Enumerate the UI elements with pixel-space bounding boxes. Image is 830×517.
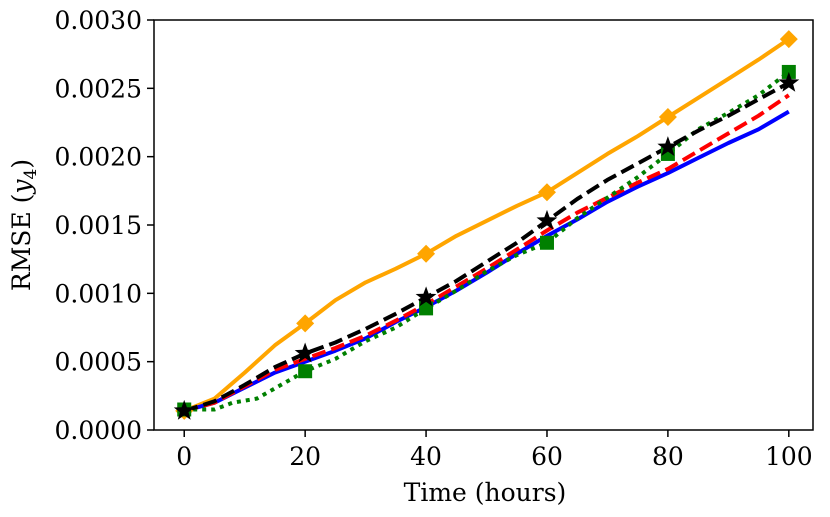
black-series-line — [183, 81, 790, 413]
marker-layer — [173, 30, 800, 420]
y-axis-label: RMSE (y4) — [7, 159, 41, 291]
black-series-marker — [294, 342, 316, 363]
orange-series-marker — [537, 183, 556, 202]
x-tick-label: 0 — [176, 442, 192, 471]
black-series-marker — [415, 286, 437, 307]
green-series-line — [184, 70, 791, 412]
plot-frame — [153, 19, 814, 431]
orange-series-marker — [779, 30, 798, 49]
x-tick-label: 60 — [531, 442, 563, 471]
black-series-marker — [778, 71, 800, 92]
x-axis-label: Time (hours) — [404, 478, 567, 507]
y-tick-label: 0.0010 — [55, 279, 142, 308]
y-tick-label: 0.0005 — [55, 348, 142, 377]
y-tick-label: 0.0030 — [55, 6, 142, 35]
orange-series-line — [183, 37, 790, 413]
x-tick-label: 40 — [410, 442, 442, 471]
orange-series-marker — [296, 314, 315, 333]
tick-labels: 0 20 40 60 80 100 0.0000 0.0005 0.0010 0.0015 0.00… — [55, 6, 813, 471]
green-series-marker — [419, 301, 434, 316]
series-layer — [183, 37, 791, 413]
red-series-line — [183, 93, 790, 413]
orange-series-marker — [417, 244, 436, 263]
y-tick-label: 0.0015 — [55, 211, 142, 240]
y-tick-label: 0.0025 — [55, 74, 142, 103]
black-series-marker — [173, 399, 195, 420]
green-series-marker — [781, 64, 796, 79]
black-series-marker — [536, 209, 558, 230]
x-tick-label: 80 — [652, 442, 684, 471]
y-tick-label: 0.0000 — [55, 416, 142, 445]
x-tick-label: 20 — [289, 442, 321, 471]
y-tick-label: 0.0020 — [55, 143, 142, 172]
black-series-marker — [657, 136, 679, 156]
axis-ticks — [147, 19, 790, 437]
orange-series-marker — [658, 108, 677, 127]
green-series-marker — [298, 364, 313, 379]
green-series-marker — [539, 235, 554, 250]
x-tick-label: 100 — [765, 442, 813, 471]
